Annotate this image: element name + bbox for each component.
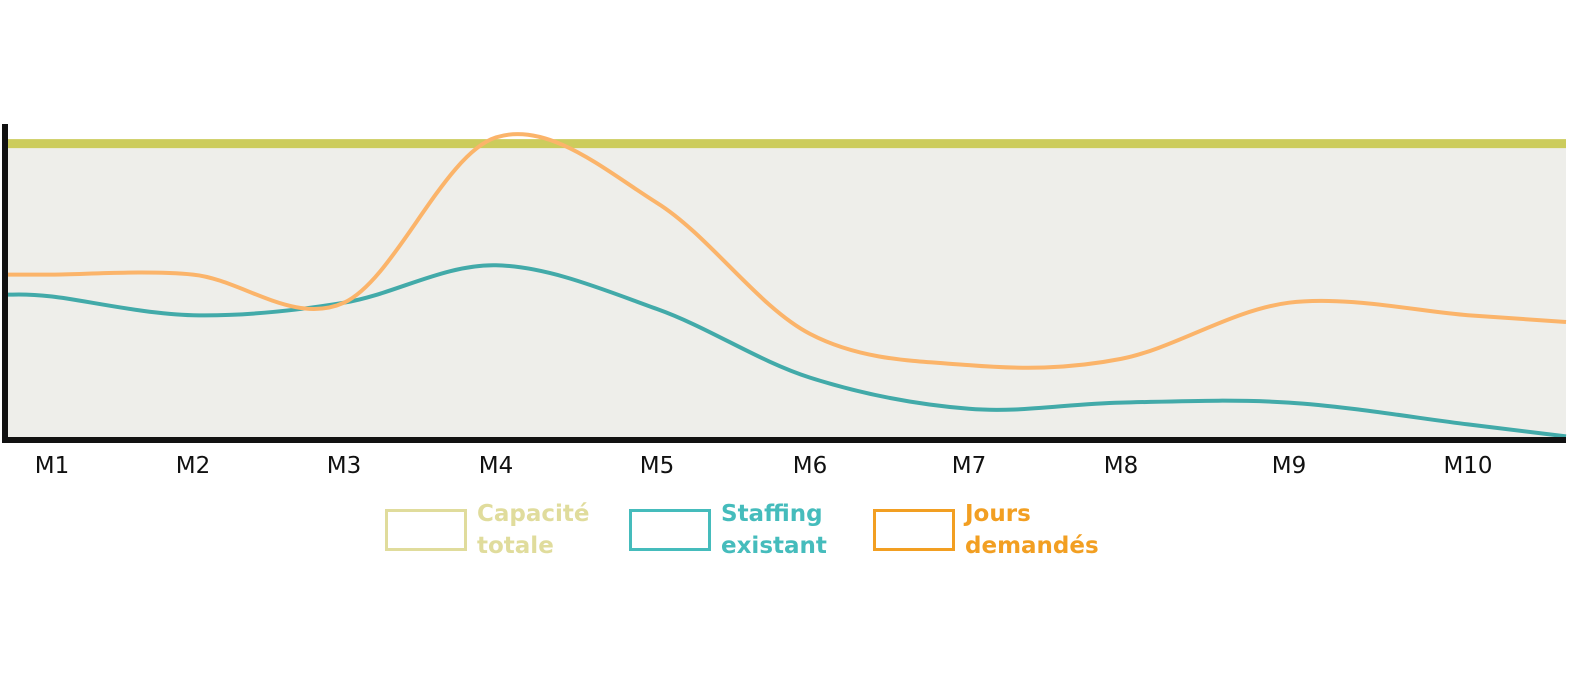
x-tick-label: M1 (35, 453, 69, 479)
series-staffing-line (5, 263, 1567, 439)
legend-item-staffing: Staffing existant (629, 498, 847, 562)
legend-label-line: Capacité (477, 501, 590, 527)
legend-label-line: demandés (965, 533, 1099, 559)
plot-background (6, 145, 1566, 440)
legend-label-line: totale (477, 533, 554, 559)
x-tick-label: M6 (793, 453, 827, 479)
legend-label-line: existant (721, 533, 827, 559)
legend-label-line: Staffing (721, 501, 823, 527)
x-tick-labels: M1 M2 M3 M4 M5 M6 M7 M8 M9 M10 (35, 453, 1493, 479)
x-tick-label: M9 (1272, 453, 1306, 479)
legend-item-jours: Jours demandés (873, 498, 1099, 562)
series-layer (5, 132, 1567, 439)
x-tick-label: M10 (1443, 453, 1492, 479)
series-jours-line (6, 132, 1567, 370)
legend-label-jours: Jours demandés (965, 498, 1099, 562)
x-tick-label: M2 (176, 453, 210, 479)
legend-label-line: Jours (965, 501, 1031, 527)
legend-swatch-jours (873, 509, 955, 551)
x-tick-label: M4 (479, 453, 513, 479)
x-tick-label: M5 (640, 453, 674, 479)
legend-swatch-staffing (629, 509, 711, 551)
legend-label-capacite: Capacité totale (477, 498, 603, 562)
legend: Capacité totale Staffing existant Jours … (385, 498, 1099, 562)
legend-swatch-capacite (385, 509, 467, 551)
x-tick-label: M7 (952, 453, 986, 479)
x-tick-label: M3 (327, 453, 361, 479)
legend-label-staffing: Staffing existant (721, 498, 847, 562)
legend-item-capacite: Capacité totale (385, 498, 603, 562)
x-tick-label: M8 (1104, 453, 1138, 479)
